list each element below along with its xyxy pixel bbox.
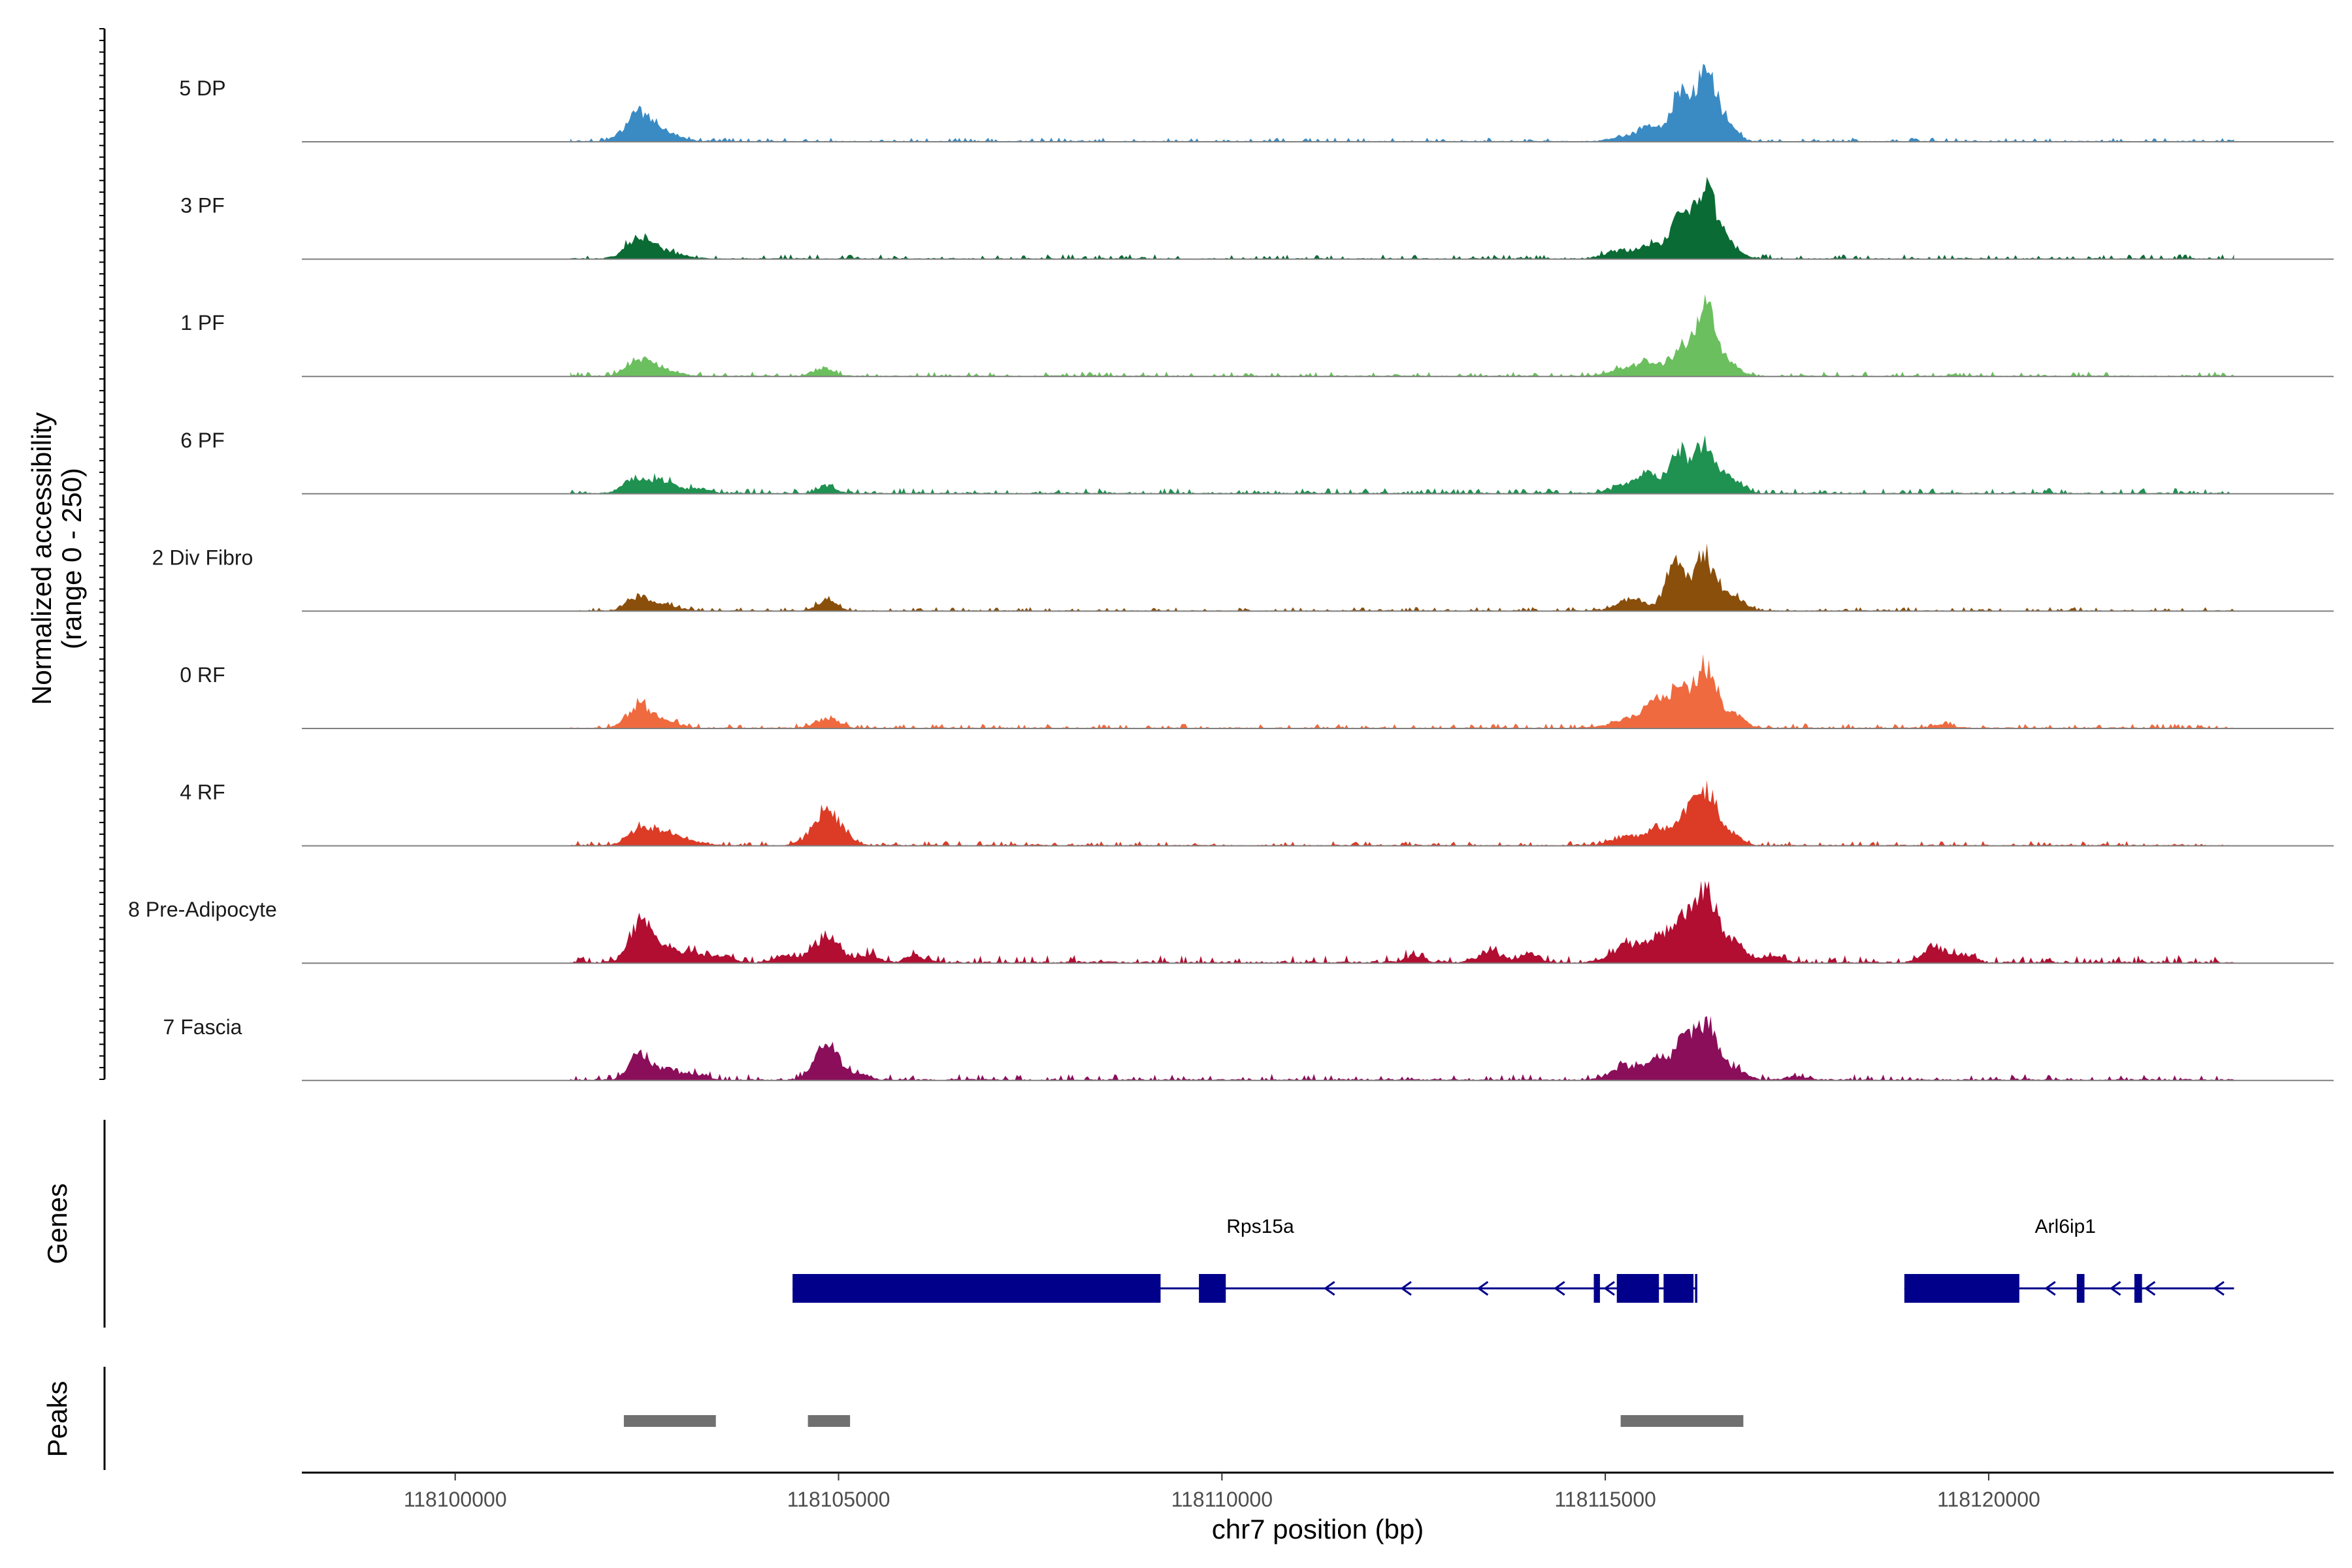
gene-annotations: Rps15a Arl6ip1 xyxy=(792,1216,2234,1303)
coverage-y-axis-ticks xyxy=(99,28,105,1080)
track-9: 7 Fascia xyxy=(163,1015,2334,1081)
track-label: 5 DP xyxy=(179,76,225,100)
genes-panel-label: Genes xyxy=(42,1183,73,1264)
peak-region xyxy=(808,1415,851,1427)
coverage-tracks: 5 DP 3 PF 1 PF 6 PF 2 Div Fibro 0 RF 4 RF 8 Pre… xyxy=(128,63,2334,1081)
coverage-area xyxy=(570,294,2234,377)
track-8: 8 Pre-Adipocyte xyxy=(128,881,2334,964)
track-3: 1 PF xyxy=(180,294,2334,378)
strand-arrow xyxy=(1603,1281,1615,1296)
strand-arrow xyxy=(1324,1281,1335,1296)
strand-arrow xyxy=(2144,1281,2156,1296)
track-label: 1 PF xyxy=(180,311,225,335)
peak-region xyxy=(1620,1415,1744,1427)
x-tick-label: 118110000 xyxy=(1171,1488,1273,1511)
gene-exon xyxy=(1904,1274,2019,1303)
gene-exon xyxy=(1663,1274,1694,1303)
gene-exon xyxy=(2076,1274,2085,1303)
peaks-panel-label: Peaks xyxy=(42,1381,73,1458)
accessibility-axis-title: Normalized accessibility (range 0 - 250) xyxy=(26,412,87,705)
track-label: 8 Pre-Adipocyte xyxy=(128,898,277,921)
gene-exon xyxy=(1695,1274,1697,1303)
strand-arrow xyxy=(2109,1281,2121,1296)
gene-arl6ip1: Arl6ip1 xyxy=(1904,1216,2234,1303)
track-6: 0 RF xyxy=(180,653,2334,729)
gene-exon xyxy=(1616,1274,1659,1303)
strand-arrow xyxy=(2213,1281,2225,1296)
gene-exon xyxy=(2134,1274,2142,1303)
track-1: 5 DP xyxy=(179,63,2334,142)
x-tick-label: 118100000 xyxy=(404,1488,507,1511)
track-5: 2 Div Fibro xyxy=(152,543,2334,612)
accessibility-axis-label: Normalized accessibility xyxy=(26,412,57,705)
peak-region xyxy=(623,1415,716,1427)
x-tick-label: 118105000 xyxy=(787,1488,890,1511)
strand-arrow xyxy=(1205,1281,1217,1296)
track-4: 6 PF xyxy=(180,429,2334,495)
coverage-area xyxy=(570,435,2234,494)
strand-arrow xyxy=(1477,1281,1489,1296)
gene-label: Rps15a xyxy=(1226,1216,1294,1237)
gene-exon xyxy=(1593,1274,1600,1303)
x-axis-title: chr7 position (bp) xyxy=(1212,1514,1424,1544)
coverage-area xyxy=(570,779,2234,846)
track-label: 4 RF xyxy=(180,781,225,804)
gene-label: Arl6ip1 xyxy=(2035,1216,2096,1237)
track-label: 6 PF xyxy=(180,429,225,452)
track-label: 7 Fascia xyxy=(163,1015,242,1039)
coverage-area xyxy=(570,176,2234,259)
x-tick-label: 118120000 xyxy=(1937,1488,2040,1511)
gene-exon xyxy=(1199,1274,1226,1303)
gene-rps15a: Rps15a xyxy=(792,1216,1697,1303)
gene-exon xyxy=(792,1274,1161,1303)
strand-arrow xyxy=(2044,1281,2056,1296)
coverage-area xyxy=(570,653,2234,728)
accessibility-axis-range: (range 0 - 250) xyxy=(56,468,87,649)
track-label: 3 PF xyxy=(180,194,225,218)
coverage-area xyxy=(570,543,2234,612)
coverage-area xyxy=(570,63,2234,142)
strand-arrow xyxy=(1400,1281,1412,1296)
coverage-area xyxy=(570,1016,2234,1081)
track-label: 2 Div Fibro xyxy=(152,546,253,569)
x-axis-ticks: 118100000 118105000 118110000 118115000 1181… xyxy=(404,1473,2040,1511)
coverage-area xyxy=(570,881,2234,964)
track-label: 0 RF xyxy=(180,663,225,687)
strand-arrow xyxy=(1554,1281,1565,1296)
peak-regions xyxy=(623,1415,1744,1427)
track-7: 4 RF xyxy=(180,779,2334,847)
x-tick-label: 118115000 xyxy=(1554,1488,1656,1511)
track-2: 3 PF xyxy=(180,176,2334,260)
